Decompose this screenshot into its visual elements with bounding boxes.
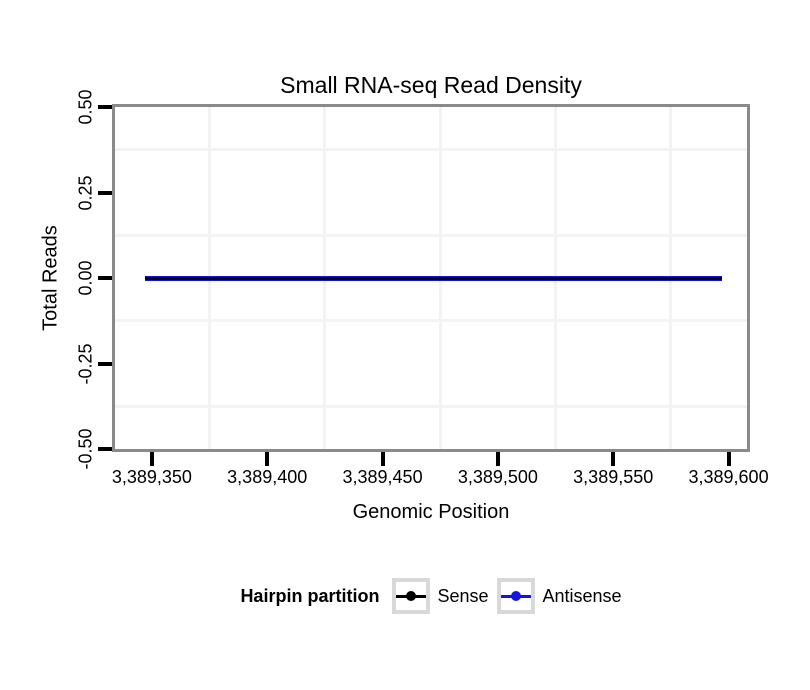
x-tick-mark (611, 452, 616, 466)
y-tick-label: 0.50 (75, 89, 96, 125)
y-tick-label: -0.25 (75, 342, 96, 385)
x-tick-mark (265, 452, 270, 466)
minor-gridline-horizontal (115, 233, 747, 237)
y-tick-mark (98, 447, 112, 451)
y-tick-mark (98, 190, 112, 195)
x-tick-label: 3,389,550 (573, 467, 654, 487)
sense-point-icon (406, 591, 417, 601)
antisense-point-icon (511, 591, 522, 601)
legend-title: Hairpin partition (240, 585, 380, 606)
x-tick-mark (726, 452, 731, 466)
legend: Hairpin partition Sense Antisense (115, 576, 747, 616)
x-axis-title: Genomic Position (352, 501, 510, 523)
x-tick-mark (380, 452, 385, 466)
series-line-sense (144, 276, 722, 280)
x-tick-mark (149, 452, 154, 466)
y-tick-mark (98, 276, 112, 280)
minor-gridline-horizontal (115, 319, 747, 323)
legend-item-antisense: Antisense (497, 578, 622, 614)
x-tick-label: 3,389,600 (688, 467, 769, 487)
y-axis-title: Total Reads (39, 225, 62, 331)
minor-gridline-horizontal (115, 148, 747, 152)
y-tick-mark (98, 361, 112, 366)
plot-panel (112, 104, 750, 452)
x-tick-label: 3,389,500 (457, 467, 538, 487)
legend-label-sense: Sense (437, 585, 489, 606)
legend-key-sense (392, 578, 431, 614)
y-tick-label: -0.50 (75, 428, 96, 470)
y-tick-label: 0.00 (75, 260, 96, 296)
chart-title: Small RNA-seq Read Density (280, 72, 582, 98)
x-tick-label: 3,389,450 (342, 467, 423, 487)
legend-label-antisense: Antisense (542, 585, 622, 606)
x-tick-mark (495, 452, 500, 466)
x-tick-label: 3,389,400 (227, 467, 308, 487)
y-tick-label: 0.25 (75, 174, 96, 211)
minor-gridline-horizontal (115, 404, 747, 408)
legend-key-antisense (497, 578, 536, 614)
y-tick-mark (98, 105, 112, 109)
legend-item-sense: Sense (392, 578, 488, 614)
x-tick-label: 3,389,350 (111, 467, 192, 487)
